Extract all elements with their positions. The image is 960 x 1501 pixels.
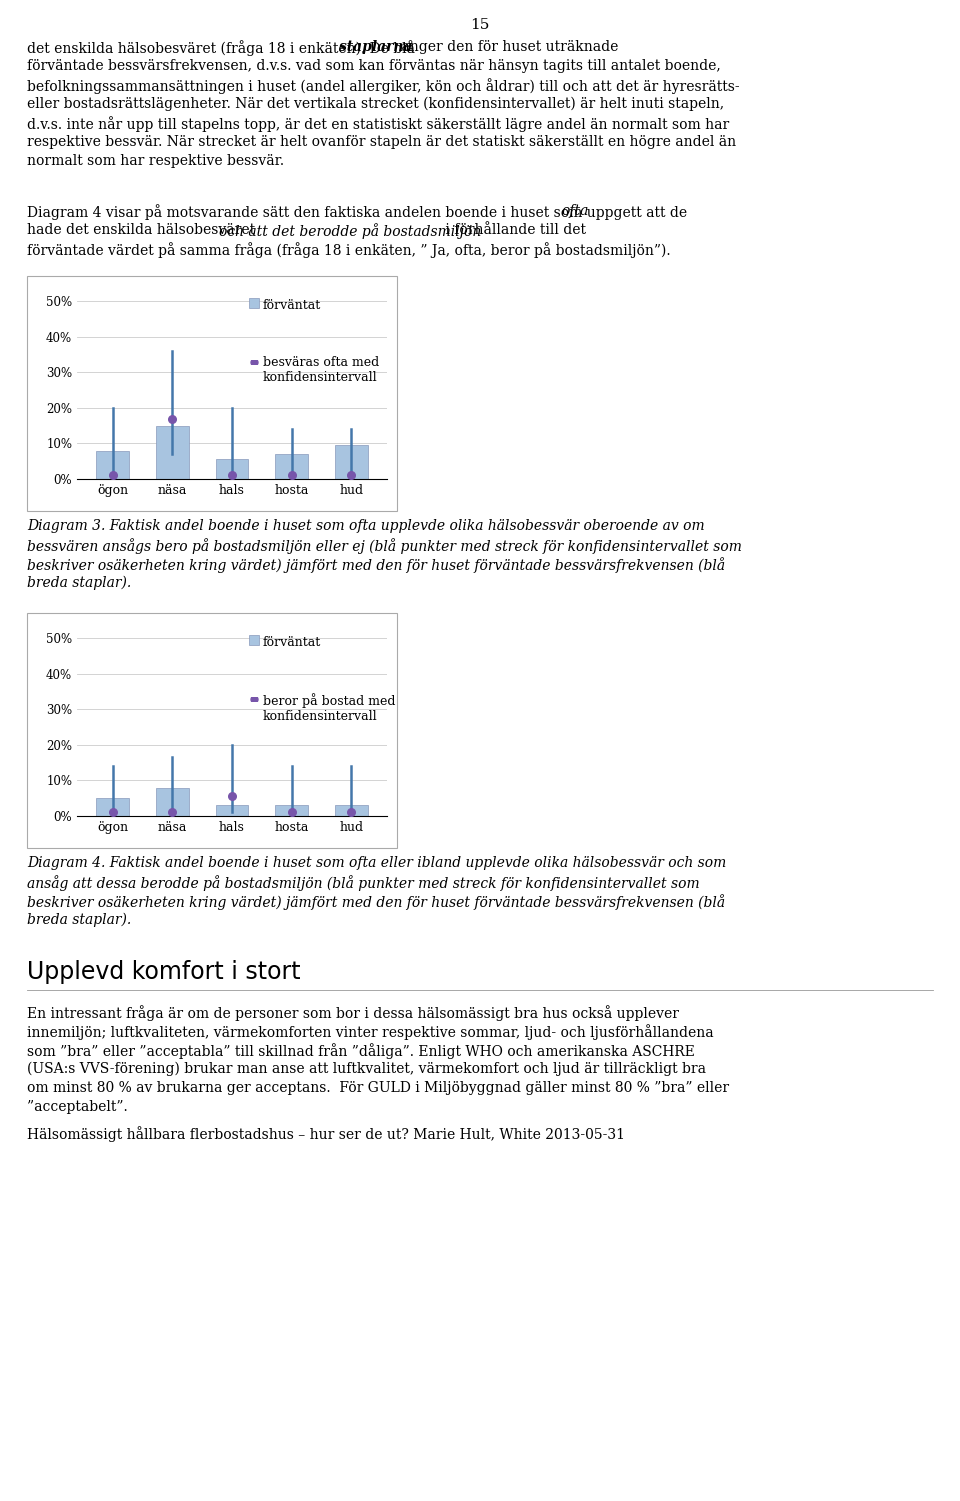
Text: som ”bra” eller ”acceptabla” till skillnad från ”dåliga”. Enligt WHO och amerika: som ”bra” eller ”acceptabla” till skilln… [27, 1043, 695, 1058]
Text: förväntat: förväntat [263, 299, 322, 312]
Bar [335, 446, 368, 479]
Text: 15: 15 [470, 18, 490, 32]
Text: beskriver osäkerheten kring värdet) jämfört med den för huset förväntade bessvär: beskriver osäkerheten kring värdet) jämf… [27, 895, 725, 910]
Text: Diagram 4 visar på motsvarande sätt den faktiska andelen boende i huset som uppg: Diagram 4 visar på motsvarande sätt den … [27, 204, 691, 219]
Text: beror på bostad med
konfidensintervall: beror på bostad med konfidensintervall [263, 693, 396, 723]
Text: staplarna: staplarna [339, 41, 413, 54]
Point [284, 464, 300, 488]
Text: det enskilda hälsobesväret (fråga 18 i enkäten). De blå: det enskilda hälsobesväret (fråga 18 i e… [27, 41, 420, 56]
Text: Diagram 4. Faktisk andel boende i huset som ofta eller ibland upplevde olika häl: Diagram 4. Faktisk andel boende i huset … [27, 856, 727, 871]
Text: i förhållande till det: i förhållande till det [441, 224, 586, 237]
Text: anger den för huset uträknade: anger den för huset uträknade [397, 41, 618, 54]
Text: beskriver osäkerheten kring värdet) jämfört med den för huset förväntade bessvär: beskriver osäkerheten kring värdet) jämf… [27, 557, 725, 573]
Text: breda staplar).: breda staplar). [27, 576, 132, 590]
Text: förväntat: förväntat [263, 636, 322, 648]
Text: befolkningssammansättningen i huset (andel allergiker, kön och åldrar) till och : befolkningssammansättningen i huset (and… [27, 78, 739, 95]
Bar [276, 455, 308, 479]
Bar [216, 806, 249, 817]
Point [105, 464, 120, 488]
Bar [335, 806, 368, 817]
Point [225, 785, 240, 809]
Text: normalt som har respektive bessvär.: normalt som har respektive bessvär. [27, 155, 284, 168]
Bar [156, 788, 189, 817]
Point [247, 687, 262, 711]
Text: eller bostadsrättslägenheter. När det vertikala strecket (konfidensintervallet) : eller bostadsrättslägenheter. När det ve… [27, 98, 724, 111]
Text: ”acceptabelt”.: ”acceptabelt”. [27, 1100, 128, 1114]
Text: d.v.s. inte når upp till stapelns topp, är det en statistiskt säkerställt lägre : d.v.s. inte når upp till stapelns topp, … [27, 116, 730, 132]
Text: hade det enskilda hälsobesväret: hade det enskilda hälsobesväret [27, 224, 259, 237]
Bar [216, 459, 249, 479]
Point [284, 800, 300, 824]
Text: ofta: ofta [561, 204, 588, 218]
Bar [96, 799, 130, 817]
Text: En intressant fråga är om de personer som bor i dessa hälsomässigt bra hus också: En intressant fråga är om de personer so… [27, 1006, 679, 1021]
Point [344, 464, 359, 488]
Text: och att det berodde på bostadsmiljön: och att det berodde på bostadsmiljön [219, 224, 481, 239]
Text: förväntade värdet på samma fråga (fråga 18 i enkäten, ” Ja, ofta, beror på bosta: förväntade värdet på samma fråga (fråga … [27, 242, 671, 258]
Bar [156, 426, 189, 479]
Point [225, 464, 240, 488]
Point [105, 800, 120, 824]
Text: Hälsomässigt hållbara flerbostadshus – hur ser de ut? Marie Hult, White 2013-05-: Hälsomässigt hållbara flerbostadshus – h… [27, 1127, 625, 1142]
Text: Diagram 3. Faktisk andel boende i huset som ofta upplevde olika hälsobessvär obe: Diagram 3. Faktisk andel boende i huset … [27, 519, 705, 533]
Text: Upplevd komfort i stort: Upplevd komfort i stort [27, 961, 300, 985]
Point [247, 350, 262, 374]
Bar [96, 450, 130, 479]
Bar [276, 806, 308, 817]
Text: respektive bessvär. När strecket är helt ovanför stapeln är det statiskt säkerst: respektive bessvär. När strecket är helt… [27, 135, 736, 149]
Text: innemiljön; luftkvaliteten, värmekomforten vinter respektive sommar, ljud- och l: innemiljön; luftkvaliteten, värmekomfort… [27, 1024, 713, 1040]
Point [165, 407, 180, 431]
Text: (USA:s VVS-förening) brukar man anse att luftkvalitet, värmekomfort och ljud är : (USA:s VVS-förening) brukar man anse att… [27, 1063, 706, 1076]
Text: besväras ofta med
konfidensintervall: besväras ofta med konfidensintervall [263, 356, 379, 384]
Text: bessvären ansågs bero på bostadsmiljön eller ej (blå punkter med streck för konf: bessvären ansågs bero på bostadsmiljön e… [27, 537, 742, 554]
Point [165, 800, 180, 824]
Text: om minst 80 % av brukarna ger acceptans.  För GULD i Miljöbyggnad gäller minst 8: om minst 80 % av brukarna ger acceptans.… [27, 1081, 730, 1096]
Text: breda staplar).: breda staplar). [27, 913, 132, 928]
Text: ansåg att dessa berodde på bostadsmiljön (blå punkter med streck för konfidensin: ansåg att dessa berodde på bostadsmiljön… [27, 875, 700, 892]
Text: förväntade bessvärsfrekvensen, d.v.s. vad som kan förväntas när hänsyn tagits ti: förväntade bessvärsfrekvensen, d.v.s. va… [27, 59, 721, 74]
Point [344, 800, 359, 824]
